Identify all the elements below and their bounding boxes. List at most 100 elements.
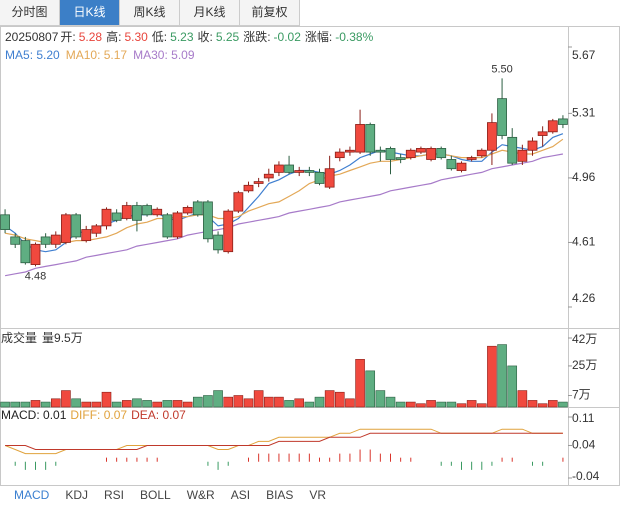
candle-body xyxy=(142,205,152,216)
candle-body xyxy=(213,234,223,251)
candle-body xyxy=(162,214,173,238)
indicator-tab[interactable]: MACD xyxy=(14,488,50,502)
legend-name: MA30 xyxy=(133,48,165,62)
candle-body xyxy=(517,149,528,162)
indicator-tab[interactable]: ASI xyxy=(230,488,251,502)
legend-separator: : xyxy=(164,48,172,62)
macd-line xyxy=(5,432,563,450)
volume-bar xyxy=(507,365,518,408)
volume-bar xyxy=(253,390,264,408)
ma-line xyxy=(4,153,564,277)
volume-bar xyxy=(203,395,213,408)
candle-body xyxy=(385,148,396,160)
candle-body xyxy=(203,201,213,240)
volume-bar xyxy=(558,401,568,408)
indicator-tab[interactable]: RSI xyxy=(104,488,125,502)
volume-bar xyxy=(476,403,487,408)
candle-body xyxy=(314,171,325,184)
y-tick-label: 4.96 xyxy=(572,170,596,184)
candle-body xyxy=(192,201,203,216)
candle-body xyxy=(243,184,254,192)
volume-bar xyxy=(446,401,457,408)
candle-body xyxy=(284,164,294,173)
volume-bar xyxy=(223,396,234,408)
candle-body xyxy=(233,192,244,212)
period-tab[interactable]: 前复权 xyxy=(240,0,300,26)
y-tick-label: 5.31 xyxy=(572,106,596,120)
info-value: 5.23 xyxy=(170,30,194,44)
legend-name: DEA xyxy=(131,408,156,422)
candle-body xyxy=(558,118,568,125)
info-value: 5.28 xyxy=(78,30,103,44)
candle-body xyxy=(527,140,538,151)
volume-bar xyxy=(436,401,447,408)
indicator-tabs: MACD KDJ RSI BOLL W&R ASI BIAS VR xyxy=(6,486,334,506)
candle-body xyxy=(111,212,122,221)
volume-bar xyxy=(466,400,477,408)
candle-body xyxy=(253,181,264,184)
volume-bar xyxy=(71,398,81,408)
candle-body xyxy=(547,120,558,133)
indicator-tab[interactable]: KDJ xyxy=(65,488,89,502)
legend-separator: : xyxy=(97,48,104,62)
y-tick-label: 0.11 xyxy=(572,411,595,425)
indicator-tab[interactable]: BOLL xyxy=(140,488,171,502)
volume-header: 成交量 量9.5万 xyxy=(1,329,86,346)
volume-bar xyxy=(172,400,183,408)
volume-bar xyxy=(405,401,416,408)
candle-body xyxy=(223,210,234,253)
legend-value: 5.09 xyxy=(171,48,195,62)
volume-bar xyxy=(30,400,41,408)
date: 20250807 xyxy=(5,30,59,44)
y-tick-label: 4.26 xyxy=(572,291,596,305)
volume-bar xyxy=(91,401,102,408)
candle-body xyxy=(10,236,21,245)
info-label: 高: xyxy=(106,30,122,44)
volume-title: 成交量 xyxy=(1,331,38,345)
candle-body xyxy=(405,149,416,159)
volume-bar xyxy=(314,396,325,408)
indicator-tab[interactable]: BIAS xyxy=(266,488,294,502)
y-tick-label: 25万 xyxy=(572,358,597,372)
period-tab[interactable]: 分时图 xyxy=(0,0,60,26)
info-value: -0.02 xyxy=(273,30,301,44)
volume-bar xyxy=(213,390,223,408)
candle-body xyxy=(121,205,132,219)
legend-name: DIFF xyxy=(70,408,98,422)
period-tab[interactable]: 月K线 xyxy=(180,0,240,26)
period-tab[interactable]: 周K线 xyxy=(120,0,180,26)
legend-name: MA5 xyxy=(5,48,30,62)
volume-bar xyxy=(111,401,122,408)
volume-bar xyxy=(334,391,345,408)
legend-name: MA10 xyxy=(65,48,98,62)
volume-bar xyxy=(426,400,436,408)
volume-bar xyxy=(547,400,558,408)
volume-bar xyxy=(40,401,51,408)
volume-bar xyxy=(497,344,507,408)
candle-body xyxy=(40,236,51,245)
candle-body xyxy=(304,170,315,173)
y-tick-label: 7万 xyxy=(572,388,591,402)
period-tab[interactable]: 日K线 xyxy=(60,0,120,26)
indicator-tab[interactable]: W&R xyxy=(186,488,215,502)
volume-bar xyxy=(365,370,376,408)
volume-bar xyxy=(375,390,386,408)
volume-bar xyxy=(61,390,71,408)
candle-body xyxy=(416,148,426,153)
volume-bar xyxy=(385,396,396,408)
volume-bar xyxy=(233,395,244,408)
indicator-tab[interactable]: VR xyxy=(309,488,327,502)
volume-bar xyxy=(416,403,426,408)
candle-body xyxy=(446,159,457,170)
volume-bar xyxy=(132,398,142,408)
candle-body xyxy=(537,131,548,136)
candle-body xyxy=(274,164,284,173)
volume-bar xyxy=(487,345,497,408)
candle-body xyxy=(456,162,467,171)
y-tick-label: 5.67 xyxy=(572,48,596,62)
low-annotation: 4.48 xyxy=(25,270,46,282)
legend-value: 5.20 xyxy=(36,48,60,62)
candle-body xyxy=(30,243,41,265)
candle-body xyxy=(487,122,497,151)
